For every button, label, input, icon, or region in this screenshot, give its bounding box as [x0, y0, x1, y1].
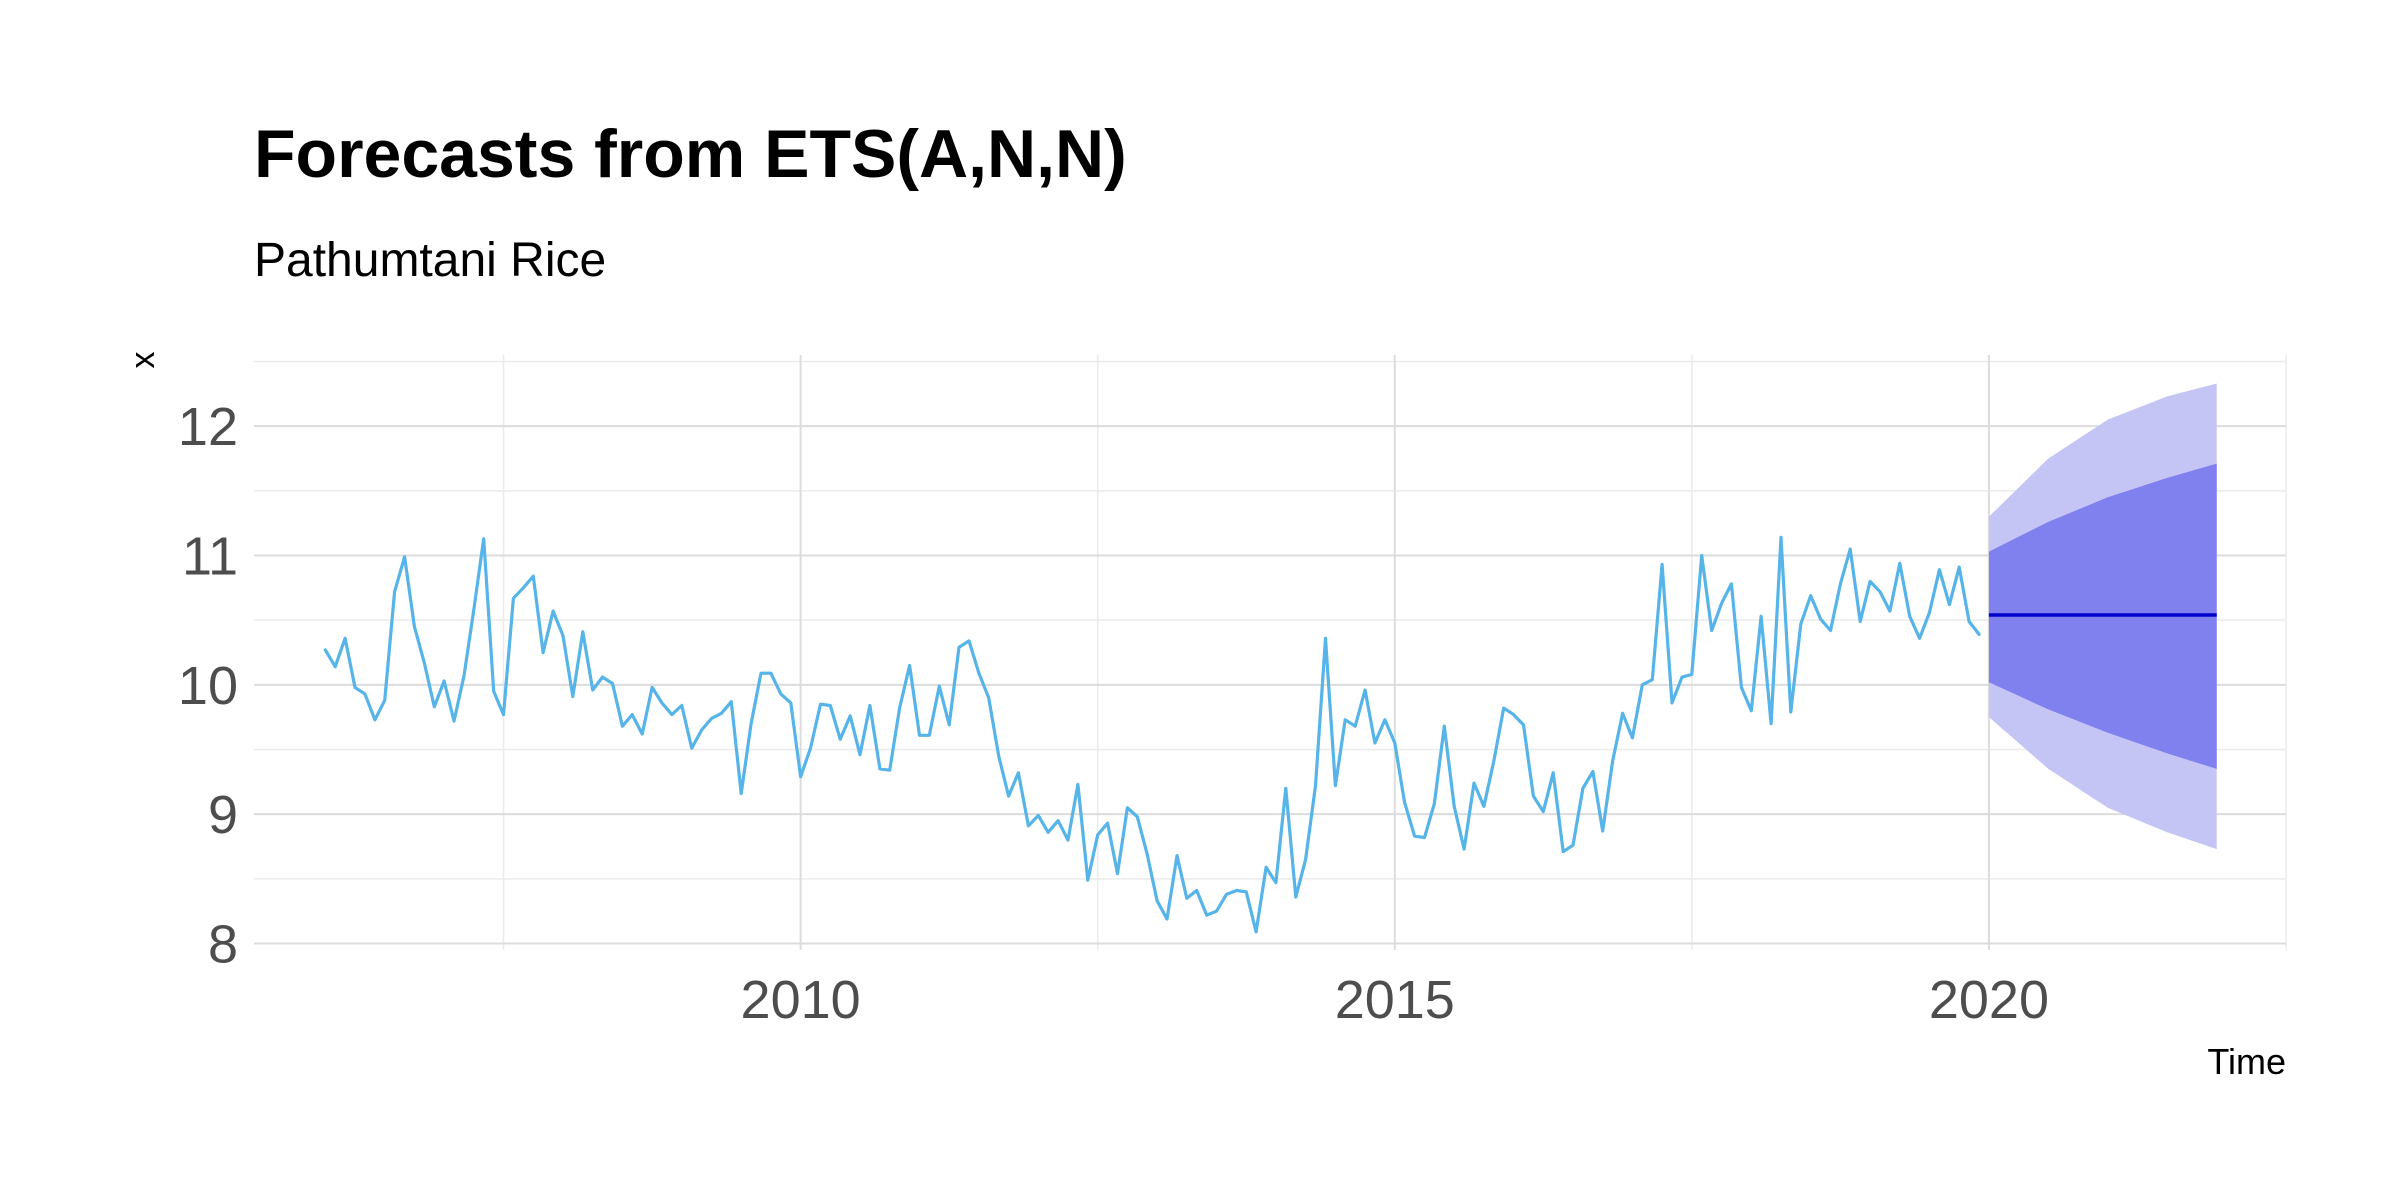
y-axis-label: x [124, 352, 162, 369]
y-tick-label: 10 [178, 656, 238, 716]
y-tick-label: 11 [182, 526, 238, 586]
chart-subtitle: Pathumtani Rice [254, 234, 606, 287]
series-lines [323, 535, 2217, 934]
x-tick-label: 2010 [741, 970, 861, 1030]
y-tick-label: 12 [178, 397, 238, 457]
tick-labels: 8 9 10 11 12 2010 2015 2020 [178, 397, 2049, 1030]
x-tick-label: 2015 [1335, 970, 1455, 1030]
y-tick-label: 8 [208, 915, 238, 975]
x-axis-label: Time [2207, 1041, 2286, 1082]
chart-title: Forecasts from ETS(A,N,N) [254, 116, 1127, 192]
observed-series-line [323, 535, 1981, 934]
y-tick-label: 9 [208, 785, 238, 845]
grid-lines [254, 355, 2287, 950]
x-tick-label: 2020 [1929, 970, 2049, 1030]
